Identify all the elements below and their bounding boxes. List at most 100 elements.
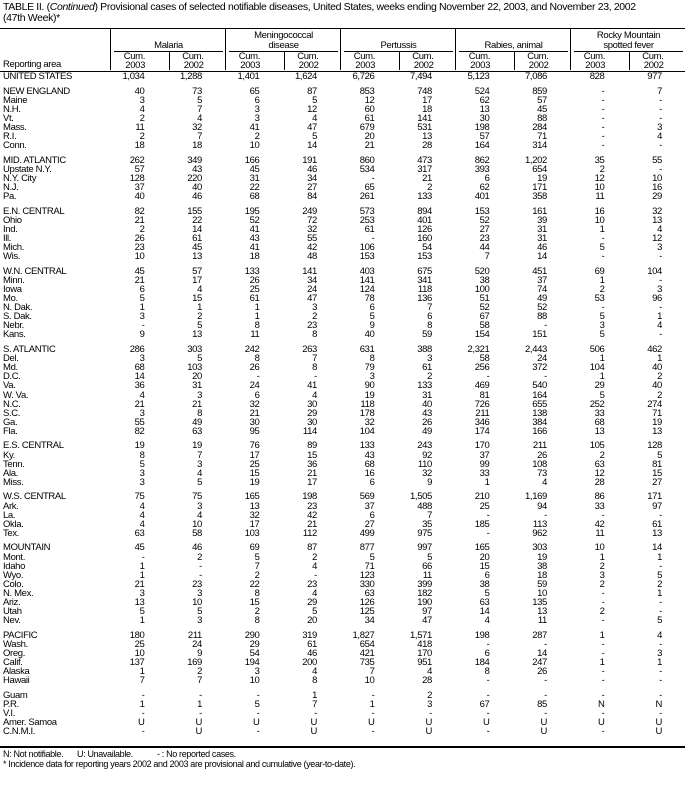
value-cell: 2: [427, 371, 432, 383]
value-cell: 21: [134, 398, 145, 410]
value-cell: 88: [537, 311, 547, 323]
value-cell: 5: [657, 615, 662, 627]
reporting-area-cell: S. ATLANTIC: [3, 344, 56, 356]
value-cell: 2: [254, 131, 260, 143]
value-cell: 32: [249, 509, 260, 521]
value-cell: 16: [652, 182, 662, 194]
value-cell: 71: [537, 131, 547, 143]
value-cell: 4: [312, 666, 317, 678]
value-cell: 17: [249, 518, 260, 530]
value-cell: N: [655, 698, 662, 710]
reporting-area-cell: E.N. CENTRAL: [3, 205, 65, 217]
value-cell: 128: [129, 172, 145, 184]
value-cell: 247: [532, 657, 547, 669]
value-cell: 5: [657, 569, 662, 581]
value-cell: 7: [197, 131, 202, 143]
value-cell: 34: [307, 172, 317, 184]
value-cell: -: [141, 708, 145, 719]
value-cell: 95: [249, 425, 260, 437]
value-cell: -: [659, 509, 662, 521]
value-cell: 52: [249, 214, 260, 226]
reporting-area-cell: MOUNTAIN: [3, 542, 51, 554]
value-cell: 11: [250, 329, 260, 341]
value-cell: 1,624: [294, 71, 317, 82]
value-cell: 3: [139, 311, 145, 323]
value-cell: 178: [359, 407, 375, 419]
reporting-area-cell: Nebr.: [3, 320, 24, 332]
table-row: D.C. 14 20 - - 3 2 - - 1 2: [0, 371, 685, 383]
value-cell: 46: [192, 191, 202, 203]
value-cell: 5: [197, 320, 202, 332]
value-cell: 5: [427, 551, 432, 563]
value-cell: 5: [599, 389, 605, 401]
value-cell: 29: [652, 191, 662, 203]
value-cell: -: [256, 726, 260, 738]
value-cell: 108: [532, 458, 547, 470]
value-cell: 5: [369, 311, 375, 323]
value-cell: 110: [417, 458, 432, 470]
table-row: Del. 3 5 8 7 8 3 58 24 1 1: [0, 354, 685, 364]
value-cell: 104: [589, 362, 605, 374]
region-group: E.N. CENTRAL 82 155 195 249 573 894 153 161 16 32 O…: [0, 205, 685, 261]
reporting-area-cell: W.N. CENTRAL: [3, 265, 67, 277]
value-cell: 58: [192, 527, 202, 539]
value-cell: 200: [302, 657, 317, 669]
value-cell: 66: [422, 560, 432, 572]
reporting-area-cell: Vt.: [3, 112, 14, 124]
value-cell: -: [659, 103, 662, 115]
value-cell: 63: [134, 527, 145, 539]
value-cell: 26: [422, 416, 432, 428]
value-cell: 4: [312, 389, 317, 401]
value-cell: 21: [364, 140, 375, 152]
value-cell: 68: [134, 362, 145, 374]
legend-unavailable: U: Unavailable.: [77, 749, 133, 759]
table-row: PACIFIC 180 211 290 319 1,827 1,571 198 287 1 4: [0, 630, 685, 640]
value-cell: 73: [537, 467, 547, 479]
reporting-area-cell: Upstate N.Y.: [3, 163, 52, 175]
value-cell: 17: [422, 94, 432, 106]
region-group: UNITED STATES 1,034 1,288 1,401 1,624 6,726 7,…: [0, 71, 685, 82]
value-cell: 59: [422, 329, 432, 341]
value-cell: 4: [139, 389, 145, 401]
table-row: N. Dak. 1 1 1 3 6 7 52 52 - -: [0, 302, 685, 314]
value-cell: 55: [307, 233, 317, 244]
value-cell: 79: [364, 362, 375, 374]
value-cell: 7: [427, 302, 432, 314]
value-cell: 68: [249, 191, 260, 203]
value-cell: 17: [192, 274, 202, 286]
value-cell: 11: [135, 121, 145, 133]
value-cell: 49: [192, 416, 202, 428]
value-cell: 23: [192, 578, 202, 590]
value-cell: 27: [479, 223, 490, 235]
column-group-label: Rocky Mountain spotted fever: [574, 31, 683, 52]
value-cell: 88: [537, 112, 547, 124]
value-cell: 6: [369, 476, 375, 488]
value-cell: 114: [302, 425, 317, 437]
value-cell: 21: [134, 578, 145, 590]
value-cell: 105: [589, 440, 605, 452]
value-cell: 45: [537, 103, 547, 115]
column-group-label: Pertussis: [344, 31, 453, 52]
value-cell: U: [597, 717, 605, 729]
value-cell: 8: [312, 329, 317, 341]
value-cell: 21: [307, 518, 317, 530]
value-cell: 18: [134, 140, 145, 152]
value-cell: 10: [652, 172, 662, 184]
value-cell: 8: [197, 407, 202, 419]
table-row: Conn. 18 18 10 14 21 28 164 314 - -: [0, 140, 685, 152]
value-cell: 3: [657, 121, 662, 133]
table-row: Ind. 2 14 41 32 61 126 27 31 1 4: [0, 223, 685, 235]
value-cell: 40: [134, 191, 145, 203]
value-cell: -: [659, 638, 662, 650]
value-cell: 15: [249, 596, 260, 608]
value-cell: 137: [129, 657, 145, 669]
value-cell: 5: [197, 476, 202, 488]
value-cell: 23: [307, 320, 317, 332]
table-row: Nebr. -5 8 23 9 8 58-3 4: [0, 320, 685, 332]
region-group: PACIFIC 180 211 290 319 1,827 1,571 198 287 1 4 Was…: [0, 630, 685, 685]
value-cell: 76: [249, 440, 260, 452]
value-cell: 1: [254, 302, 260, 314]
value-cell: -: [659, 606, 662, 618]
value-cell: -: [601, 121, 605, 133]
reporting-area-cell: Kans.: [3, 329, 26, 341]
